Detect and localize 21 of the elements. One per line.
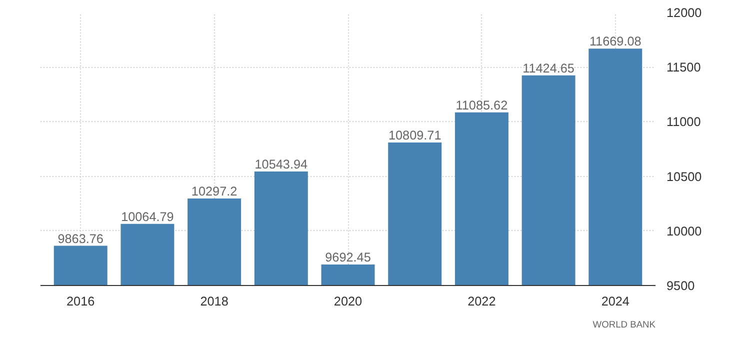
data-label: 10809.71	[388, 128, 442, 142]
data-label: 10297.2	[191, 184, 238, 198]
text: WORLD BANK	[592, 320, 656, 330]
x-tick-label: 2018	[200, 294, 228, 308]
data-label: 10064.79	[121, 210, 174, 224]
x-tick-label: 2016	[66, 294, 95, 308]
data-label: 11085.62	[456, 98, 508, 112]
y-tick-label: 11000	[666, 115, 701, 130]
data-label: 11424.65	[522, 61, 574, 76]
y-tick-label: 10000	[666, 224, 702, 238]
x-tick-label: 2022	[468, 294, 496, 308]
y-tick-label: 10500	[666, 170, 702, 184]
x-tick-label: 2024	[601, 294, 630, 308]
y-tick-label: 9500	[666, 279, 695, 293]
y-tick-label: 11500	[666, 60, 701, 75]
data-label: 9692.45	[325, 250, 371, 264]
data-label: 9863.76	[58, 232, 104, 246]
x-tick-label: 2020	[334, 294, 362, 308]
y-tick-label: 12000	[666, 6, 702, 20]
data-label: 11669.08	[589, 34, 642, 49]
data-label: 10543.94	[254, 158, 308, 172]
